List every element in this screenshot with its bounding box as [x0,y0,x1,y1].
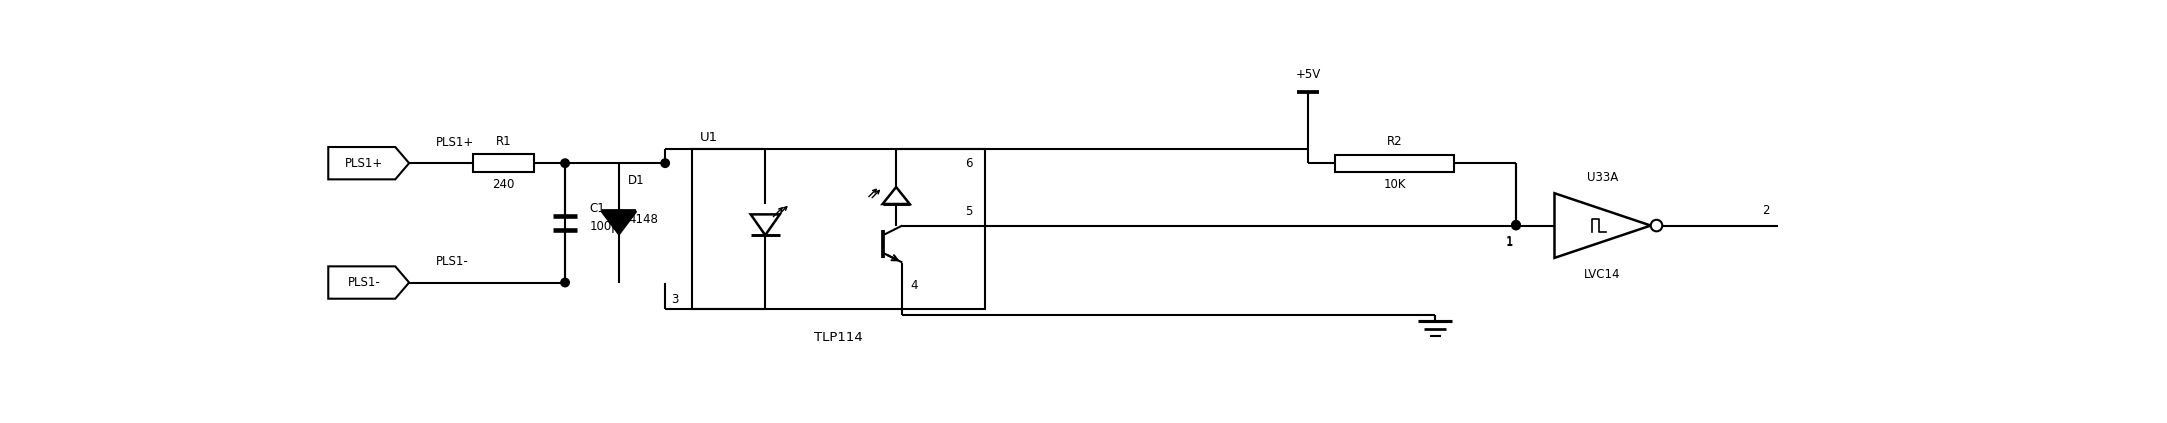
Circle shape [1513,220,1521,229]
Text: 5: 5 [966,205,973,218]
Bar [1335,155,1454,172]
Text: R2: R2 [1387,135,1402,148]
Text: PLS1+: PLS1+ [345,157,384,170]
Bar [691,149,984,309]
Text: R1: R1 [496,135,511,148]
Text: 100p: 100p [589,220,620,233]
Text: PLS1-: PLS1- [347,276,381,289]
Text: +5V: +5V [1296,68,1320,81]
Bar [472,154,535,172]
Text: TLP114: TLP114 [815,332,862,344]
Text: PLS1-: PLS1- [436,255,468,268]
Text: 3: 3 [672,293,678,306]
Text: 10K: 10K [1383,178,1406,191]
Text: 6: 6 [966,157,973,170]
Text: 2: 2 [1762,203,1770,217]
Text: PLS1+: PLS1+ [436,136,475,149]
Text: 240: 240 [492,178,514,191]
Polygon shape [602,212,637,234]
Circle shape [561,278,570,287]
Text: 4148: 4148 [628,212,659,225]
Text: 4: 4 [910,279,917,292]
Text: 1: 1 [1506,235,1513,248]
Text: D1: D1 [628,173,646,187]
Text: 1: 1 [1506,236,1513,249]
Text: U1: U1 [700,131,717,144]
Circle shape [661,159,670,168]
Circle shape [561,159,570,168]
Text: U33A: U33A [1586,171,1619,184]
Text: C1: C1 [589,203,605,215]
Text: LVC14: LVC14 [1584,268,1621,281]
Circle shape [1513,221,1521,230]
